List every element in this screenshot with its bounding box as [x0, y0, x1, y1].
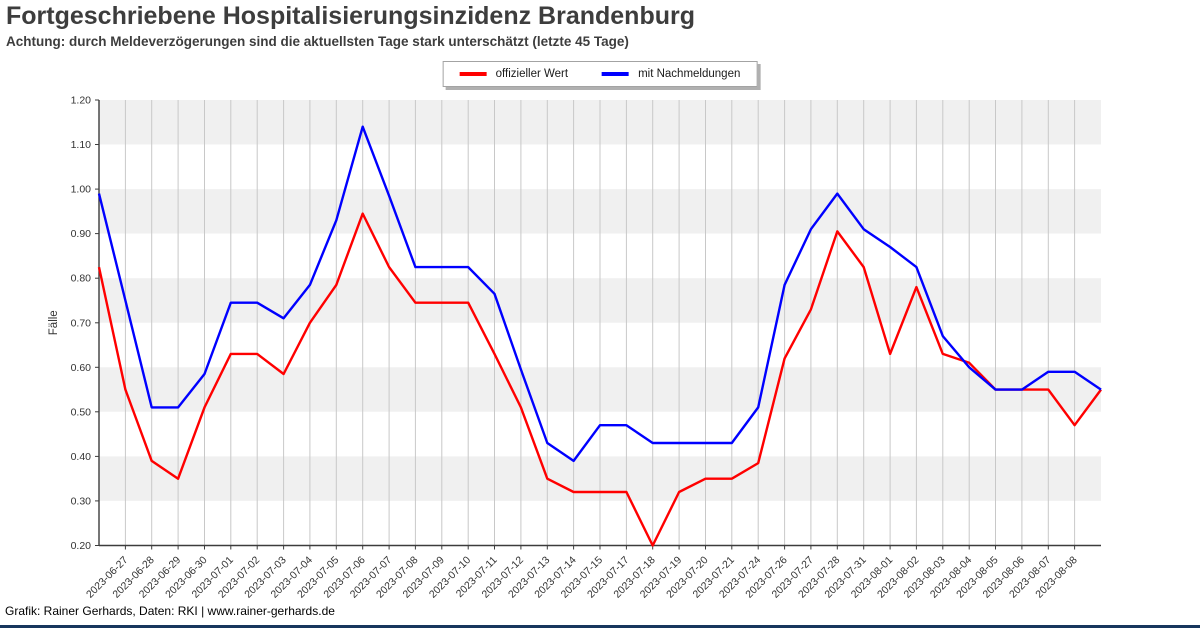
bottom-accent-bar: [0, 625, 1200, 628]
svg-text:0.80: 0.80: [71, 273, 92, 285]
footer-credit: Grafik: Rainer Gerhards, Daten: RKI | ww…: [5, 604, 335, 618]
page-subtitle: Achtung: durch Meldeverzögerungen sind d…: [6, 34, 629, 49]
svg-text:1.10: 1.10: [71, 139, 92, 151]
blue-line-swatch-icon: [602, 72, 630, 76]
svg-text:0.70: 0.70: [71, 317, 92, 329]
svg-text:0.50: 0.50: [71, 406, 92, 418]
svg-text:0.90: 0.90: [71, 228, 92, 240]
legend-item-official: offizieller Wert: [459, 68, 569, 80]
svg-text:0.20: 0.20: [71, 540, 92, 552]
legend-item-nachmeldungen: mit Nachmeldungen: [602, 68, 740, 80]
svg-text:1.20: 1.20: [71, 95, 92, 107]
page-title: Fortgeschriebene Hospitalisierungsinzide…: [6, 2, 695, 30]
svg-text:Fälle: Fälle: [48, 310, 60, 335]
svg-text:1.00: 1.00: [71, 184, 92, 196]
svg-text:0.60: 0.60: [71, 362, 92, 374]
svg-text:0.40: 0.40: [71, 451, 92, 463]
chart-legend: offizieller Wert mit Nachmeldungen: [442, 61, 758, 87]
legend-label-official: offizieller Wert: [495, 68, 569, 80]
legend-label-nachmeldungen: mit Nachmeldungen: [638, 68, 741, 80]
red-line-swatch-icon: [459, 72, 487, 76]
svg-text:0.30: 0.30: [71, 495, 92, 507]
